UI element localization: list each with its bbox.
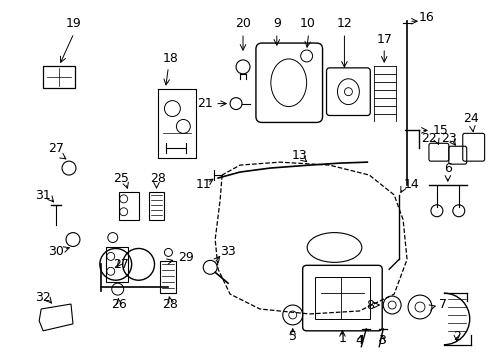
Text: 15: 15 <box>432 124 448 137</box>
Text: 21: 21 <box>197 97 213 110</box>
Text: 12: 12 <box>336 17 351 30</box>
Text: 29: 29 <box>178 251 194 264</box>
Text: 4: 4 <box>355 334 363 347</box>
Text: 5: 5 <box>288 330 296 343</box>
Text: 23: 23 <box>440 132 456 145</box>
Text: 24: 24 <box>462 112 478 125</box>
Text: 19: 19 <box>66 17 81 30</box>
Text: 27: 27 <box>113 258 128 271</box>
Text: 26: 26 <box>111 297 126 311</box>
Text: 18: 18 <box>162 53 178 66</box>
Text: 28: 28 <box>162 297 178 311</box>
Text: 10: 10 <box>299 17 315 30</box>
Text: 30: 30 <box>48 245 64 258</box>
Text: 28: 28 <box>150 171 166 185</box>
Text: 25: 25 <box>113 171 128 185</box>
Text: 32: 32 <box>35 291 51 303</box>
Text: 33: 33 <box>220 245 235 258</box>
Text: 8: 8 <box>366 298 373 311</box>
Text: 14: 14 <box>403 179 419 192</box>
Text: 3: 3 <box>378 334 386 347</box>
Text: 11: 11 <box>195 179 211 192</box>
Text: 27: 27 <box>48 142 64 155</box>
Text: 9: 9 <box>272 17 280 30</box>
Text: 17: 17 <box>375 33 391 46</box>
Text: 6: 6 <box>443 162 451 175</box>
Text: 22: 22 <box>420 132 436 145</box>
Text: 20: 20 <box>235 17 250 30</box>
Text: 1: 1 <box>338 332 346 345</box>
Text: 2: 2 <box>452 330 460 343</box>
Text: 31: 31 <box>35 189 51 202</box>
Text: 16: 16 <box>418 11 434 24</box>
Text: 7: 7 <box>438 297 446 311</box>
Text: 13: 13 <box>291 149 307 162</box>
